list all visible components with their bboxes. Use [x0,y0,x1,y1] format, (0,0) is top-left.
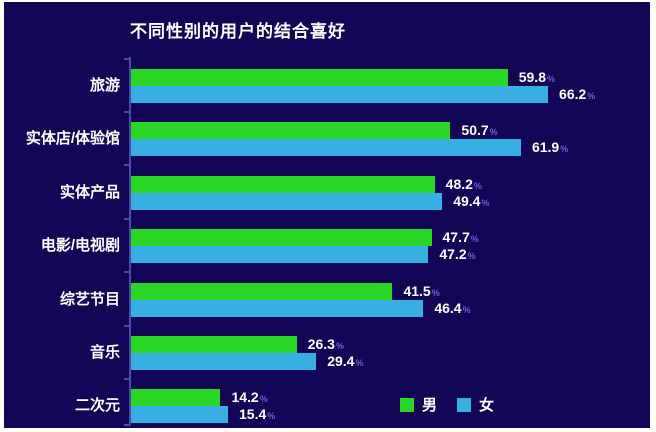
bar-female [131,353,317,370]
percent-sign: % [267,411,276,422]
value-number: 26.3 [307,336,335,352]
percent-sign: % [462,304,471,315]
bar-male [131,175,435,193]
value-label: 41.5% [403,283,439,300]
category-label: 二次元 [74,397,120,415]
bar-female [131,406,229,424]
value-number: 61.9 [531,139,560,156]
percent-sign: % [546,74,555,84]
percent-sign: % [467,251,476,262]
axis-tick [124,324,129,327]
legend: 男 女 [400,394,494,415]
bar-female [131,246,429,264]
value-number: 66.2 [559,86,587,102]
axis-tick [124,110,129,113]
value-label: 15.4% [239,406,275,423]
value-label: 14.2% [231,389,267,406]
chart-canvas: 不同性别的用户的结合喜好 旅游 59.8% 66.2% 实体店/体验馆 50.7% 61.… [4,2,650,428]
category-label: 旅游 [89,77,120,94]
legend-swatch-female [457,397,472,412]
value-label: 26.3% [308,336,344,353]
bar-male [131,282,393,300]
bar-male [131,69,508,86]
axis-tick [124,377,129,380]
value-label: 59.8% [519,69,555,86]
value-label: 66.2% [559,86,595,103]
value-label: 61.9% [532,139,568,156]
chart-title: 不同性别的用户的结合喜好 [130,22,346,41]
bar-female [131,86,549,103]
axis-tick [124,57,129,60]
category-label: 音乐 [89,344,120,361]
percent-sign: % [481,197,490,208]
axis-tick [124,164,129,167]
plot-area: 旅游 59.8% 66.2% 实体店/体验馆 50.7% 61.9% 实体产品 48.2% 49… [4,2,650,428]
value-label: 48.2% [446,176,482,193]
category-label: 电影/电视剧 [40,237,120,255]
value-number: 46.4 [434,299,462,316]
value-number: 41.5 [403,282,431,299]
bar-male [131,336,297,353]
legend-label-female: 女 [479,397,495,414]
percent-sign: % [587,91,596,101]
value-number: 14.2 [231,389,259,406]
bar-female [131,139,521,157]
percent-sign: % [431,287,440,298]
percent-sign: % [473,180,482,191]
percent-sign: % [560,144,569,155]
value-label: 50.7% [461,122,497,139]
value-number: 59.8 [518,69,546,85]
bar-female [131,299,424,317]
value-number: 29.4 [327,353,355,369]
value-label: 47.2% [439,246,475,263]
bar-male [131,229,432,247]
legend-swatch-male [400,397,414,412]
value-number: 50.7 [461,122,489,139]
value-label: 46.4% [434,300,470,317]
legend-item-male: 男 [400,394,437,415]
value-number: 47.2 [439,246,467,263]
axis-tick [124,217,129,220]
value-label: 29.4% [327,353,363,370]
y-axis-line [129,57,131,426]
value-number: 48.2 [445,175,473,192]
value-number: 49.4 [453,192,481,209]
percent-sign: % [259,394,268,405]
legend-label-male: 男 [422,397,438,414]
percent-sign: % [355,358,364,368]
bar-female [131,192,443,210]
value-number: 15.4 [239,406,267,423]
percent-sign: % [335,341,344,351]
axis-tick [124,271,129,274]
legend-item-female: 女 [457,394,494,415]
value-label: 47.7% [443,229,479,246]
bar-male [131,389,221,407]
axis-tick [124,424,129,426]
category-label: 实体产品 [59,183,120,201]
value-number: 47.7 [442,229,470,246]
category-label: 综艺节目 [59,290,120,308]
percent-sign: % [489,127,498,138]
value-label: 49.4% [453,193,489,210]
percent-sign: % [470,234,479,245]
category-label: 实体店/体验馆 [25,130,120,148]
bar-male [131,122,451,140]
